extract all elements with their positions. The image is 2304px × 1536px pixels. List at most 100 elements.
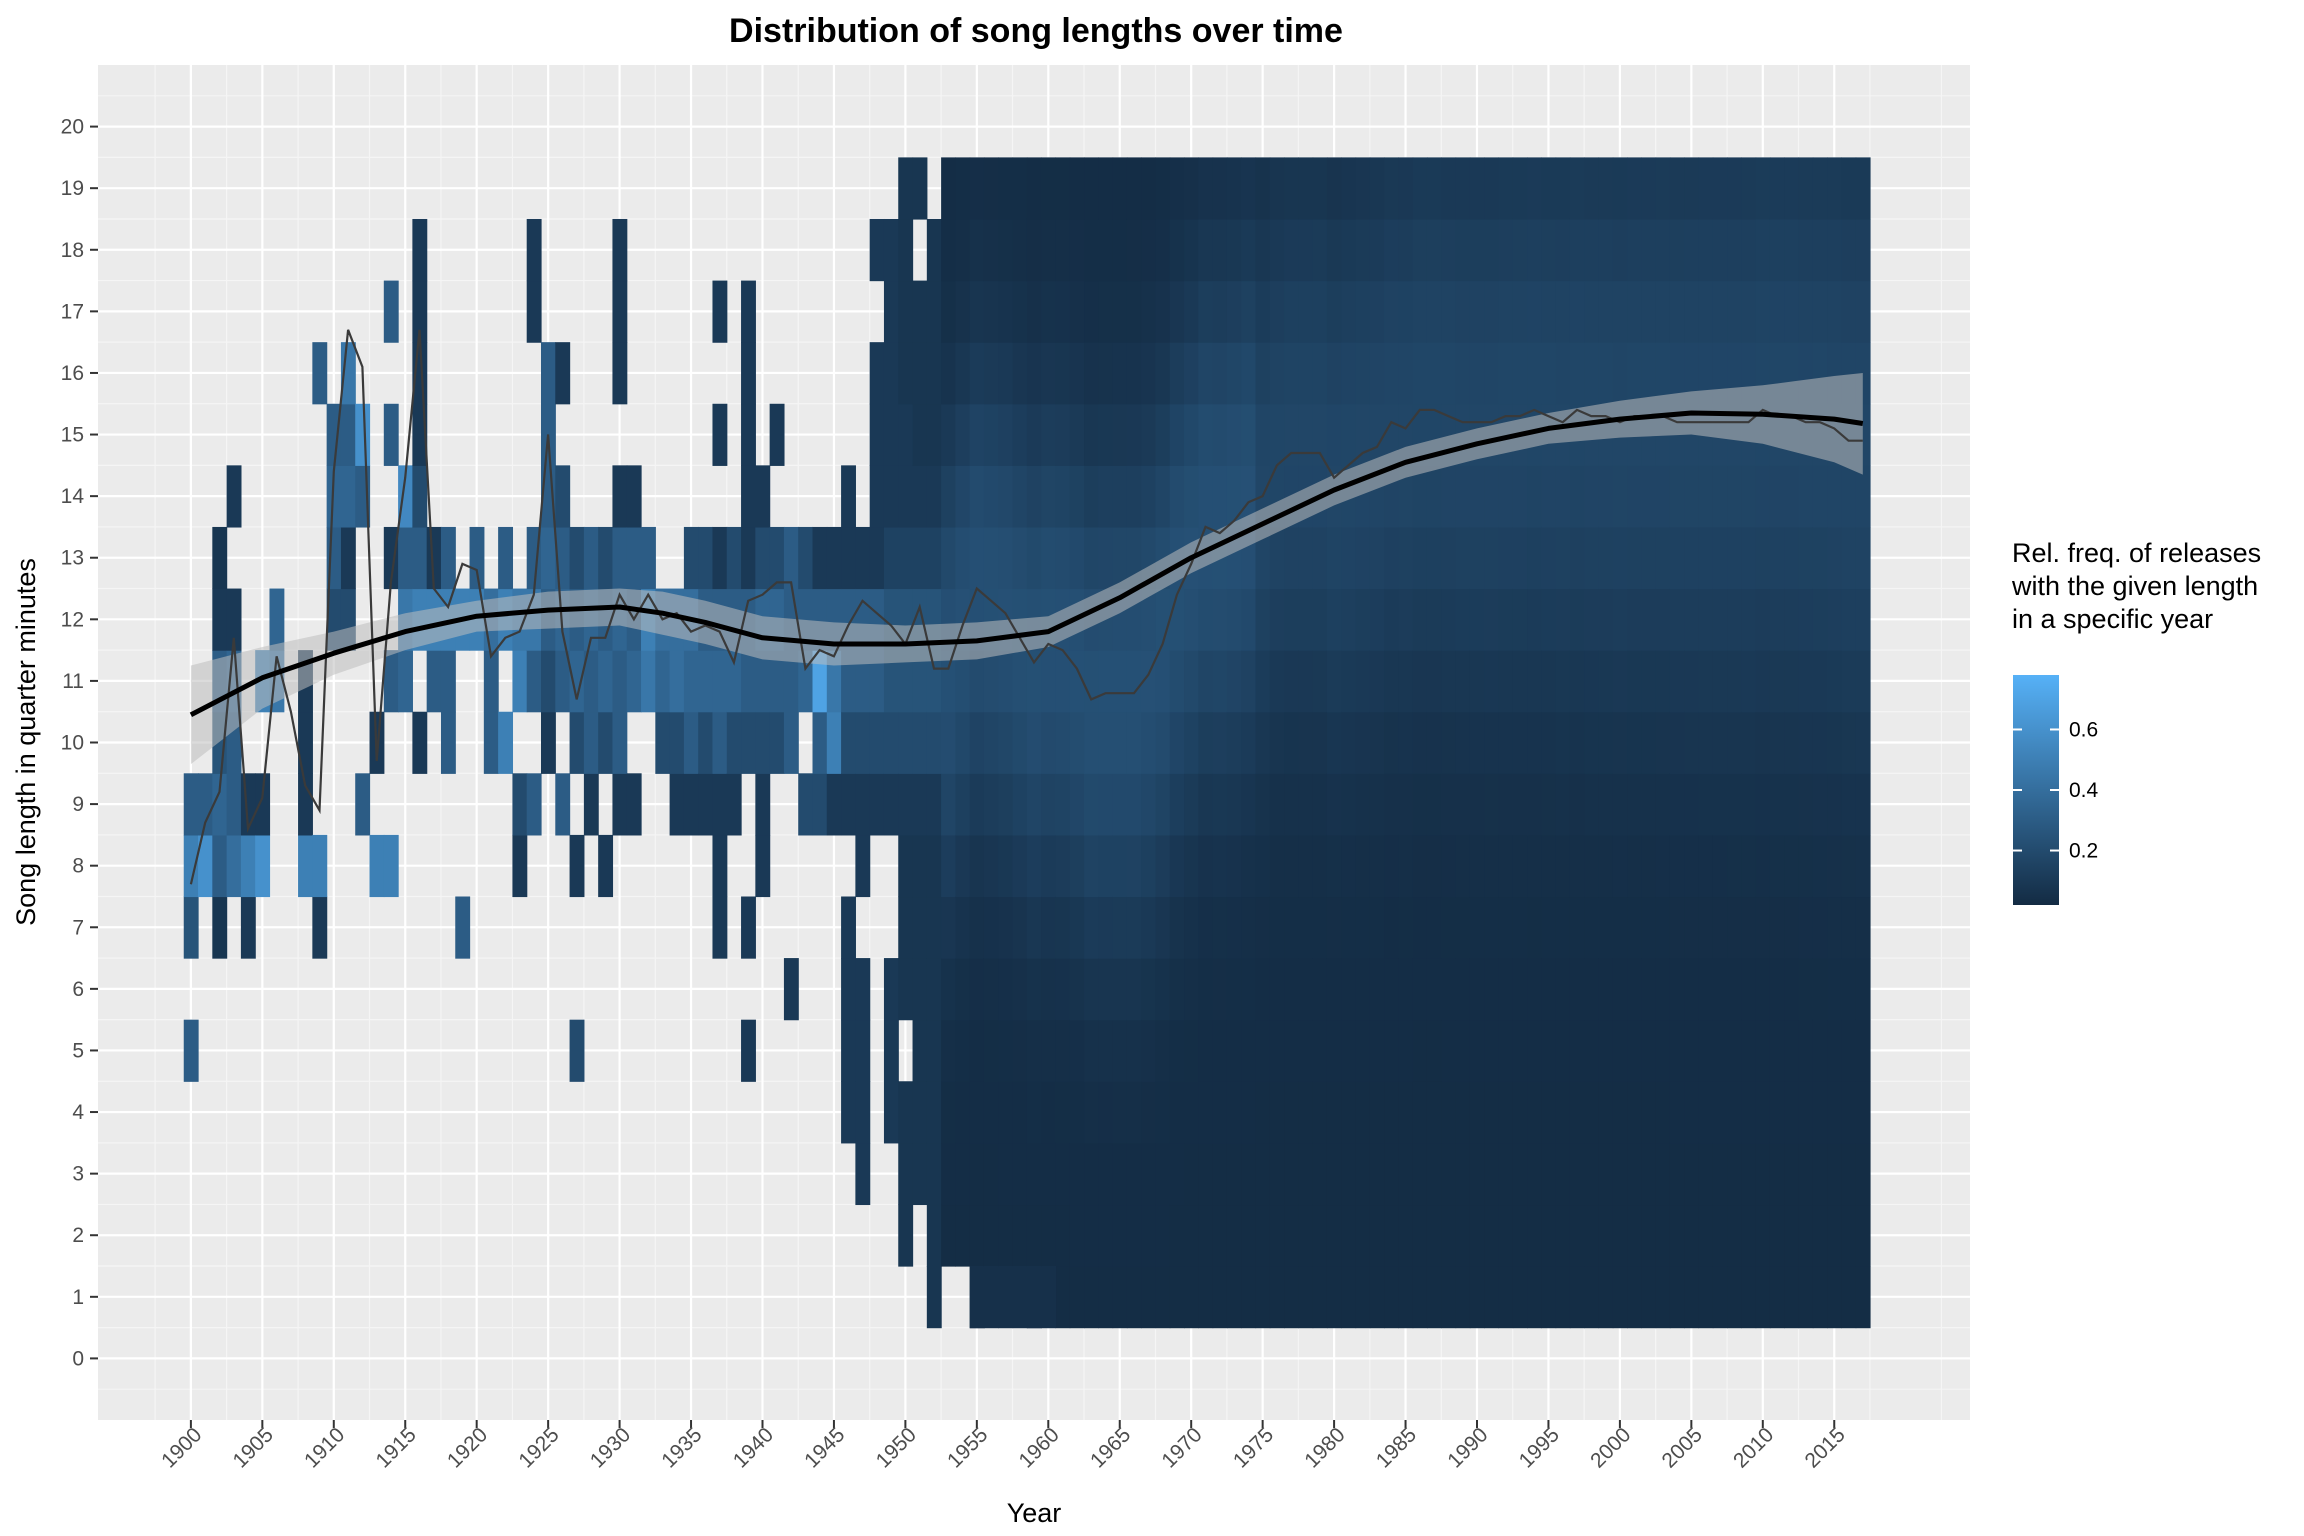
heatmap-tile	[1312, 711, 1328, 774]
heatmap-tile	[1112, 157, 1128, 220]
heatmap-tile	[526, 218, 542, 282]
heatmap-tile	[969, 896, 985, 959]
heatmap-tile	[1512, 650, 1528, 713]
heatmap-tile	[1298, 834, 1314, 898]
heatmap-tile	[1455, 834, 1471, 898]
x-tick-label: 2015	[1800, 1423, 1849, 1472]
heatmap-tile	[1627, 958, 1642, 1021]
heatmap-tile	[669, 650, 685, 713]
heatmap-tile	[1584, 465, 1600, 528]
heatmap-tile	[826, 773, 842, 836]
heatmap-tile	[583, 711, 599, 774]
heatmap-tile	[1441, 526, 1457, 590]
heatmap-tile	[1655, 1266, 1671, 1329]
heatmap-tile	[1255, 1204, 1271, 1267]
heatmap-tile	[1326, 834, 1342, 898]
heatmap-tile	[1512, 1204, 1528, 1267]
heatmap-tile	[1698, 711, 1714, 774]
heatmap-tile	[712, 896, 728, 959]
heatmap-tile	[1498, 1204, 1514, 1267]
heatmap-tile	[1684, 650, 1700, 713]
heatmap-tile	[983, 650, 999, 713]
legend: Rel. freq. of releases with the given le…	[2011, 538, 2261, 905]
heatmap-tile	[983, 1081, 999, 1144]
heatmap-tile	[1412, 1081, 1428, 1144]
heatmap-tile	[1369, 711, 1385, 774]
heatmap-tile	[1841, 526, 1857, 590]
heatmap-tile	[1684, 896, 1700, 959]
heatmap-tile	[898, 650, 914, 713]
heatmap-tile	[569, 650, 585, 713]
heatmap-tile	[683, 650, 699, 713]
heatmap-tile	[955, 1204, 971, 1267]
heatmap-tile	[1612, 1142, 1628, 1206]
heatmap-tile	[1669, 218, 1685, 282]
heatmap-tile	[1226, 403, 1242, 466]
heatmap-tile	[1698, 1142, 1714, 1206]
heatmap-tile	[526, 773, 542, 836]
heatmap-tile	[1727, 1266, 1742, 1329]
heatmap-tile	[1698, 896, 1714, 959]
heatmap-tile	[1455, 1019, 1471, 1082]
heatmap-tile	[1669, 711, 1685, 774]
heatmap-tile	[1812, 711, 1828, 774]
heatmap-tile	[1169, 711, 1185, 774]
heatmap-tile	[1555, 896, 1571, 959]
heatmap-tile	[1827, 711, 1842, 774]
heatmap-tile	[1298, 526, 1314, 590]
heatmap-tile	[1084, 650, 1099, 713]
heatmap-tile	[1155, 465, 1171, 528]
heatmap-tile	[1698, 157, 1714, 220]
heatmap-tile	[1527, 1019, 1542, 1082]
heatmap-tile	[1527, 157, 1542, 220]
heatmap-tile	[783, 958, 799, 1021]
heatmap-tile	[1512, 896, 1528, 959]
heatmap-tile	[1441, 342, 1457, 405]
heatmap-tile	[1341, 1019, 1357, 1082]
heatmap-tile	[1741, 157, 1757, 220]
heatmap-tile	[1441, 1204, 1457, 1267]
heatmap-tile	[998, 711, 1014, 774]
heatmap-tile	[612, 526, 628, 590]
heatmap-tile	[1812, 218, 1828, 282]
heatmap-tile	[1612, 1019, 1628, 1082]
heatmap-tile	[1441, 896, 1457, 959]
heatmap-tile	[712, 650, 728, 713]
heatmap-tile	[1355, 1019, 1371, 1082]
heatmap-tile	[955, 157, 971, 220]
heatmap-tile	[1527, 588, 1542, 651]
heatmap-tile	[712, 711, 728, 774]
heatmap-tile	[512, 773, 528, 836]
heatmap-tile	[383, 280, 399, 343]
heatmap-tile	[998, 1142, 1014, 1206]
heatmap-tile	[998, 157, 1014, 220]
heatmap-tile	[583, 526, 599, 590]
heatmap-tile	[1855, 773, 1871, 836]
heatmap-tile	[1655, 896, 1671, 959]
heatmap-tile	[255, 834, 271, 898]
heatmap-tile	[1012, 1081, 1028, 1144]
heatmap-tile	[1798, 280, 1814, 343]
heatmap-tile	[1655, 1081, 1671, 1144]
heatmap-tile	[1169, 1142, 1185, 1206]
heatmap-tile	[1269, 711, 1285, 774]
heatmap-tile	[1426, 157, 1442, 220]
heatmap-tile	[1341, 218, 1357, 282]
heatmap-tile	[1612, 342, 1628, 405]
heatmap-tile	[1226, 1142, 1242, 1206]
heatmap-tile	[1298, 1266, 1314, 1329]
heatmap-tile	[1655, 280, 1671, 343]
heatmap-tile	[883, 403, 899, 466]
heatmap-tile	[1769, 157, 1785, 220]
heatmap-tile	[1098, 342, 1114, 405]
heatmap-tile	[1827, 1019, 1842, 1082]
heatmap-tile	[841, 526, 856, 590]
heatmap-tile	[1855, 588, 1871, 651]
heatmap-tile	[1269, 526, 1285, 590]
heatmap-tile	[1355, 1266, 1371, 1329]
heatmap-tile	[1141, 1142, 1157, 1206]
heatmap-tile	[855, 834, 871, 898]
heatmap-tile	[1098, 773, 1114, 836]
heatmap-tile	[826, 526, 842, 590]
heatmap-tile	[1212, 218, 1228, 282]
